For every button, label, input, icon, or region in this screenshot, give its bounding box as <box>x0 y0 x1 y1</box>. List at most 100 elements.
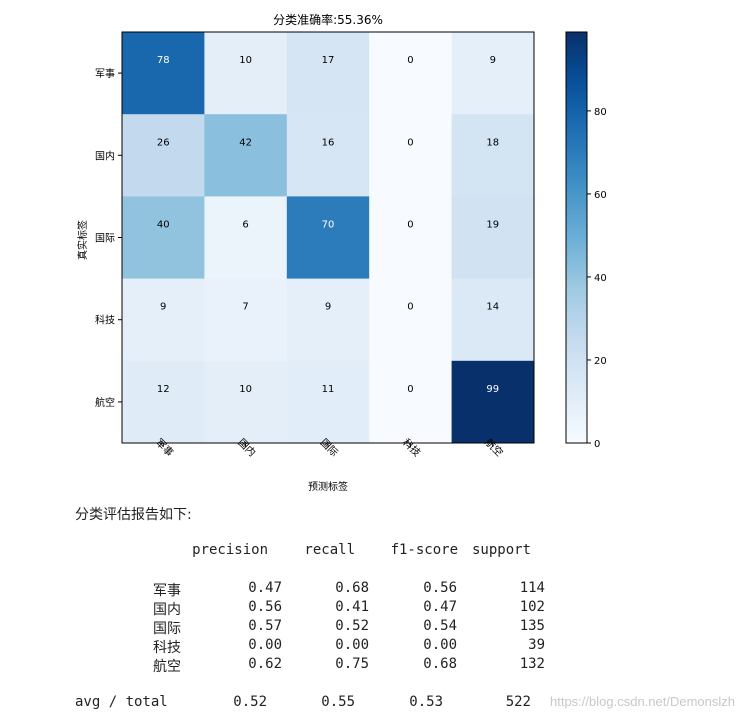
report-support: 114 <box>519 580 545 596</box>
report-recall: 0.00 <box>335 637 369 653</box>
heatmap-cell <box>451 32 535 115</box>
report-support: 132 <box>519 656 545 672</box>
cell-value-label: 9 <box>325 302 331 313</box>
y-axis-label: 真实标签 <box>76 220 89 260</box>
report-support: 135 <box>519 618 545 634</box>
report-recall: 0.41 <box>335 599 369 615</box>
report-precision: 0.57 <box>248 618 282 634</box>
heatmap-cells: 78 10 17 0 9 26 42 16 0 18 40 6 70 0 19 9 7 9 0 14 12 10 11 0 99 <box>122 32 535 444</box>
report-header: f1-score <box>390 542 458 558</box>
cell-value-label: 40 <box>157 220 170 231</box>
report-f1: 0.47 <box>423 599 457 615</box>
report-header: precision <box>192 542 268 558</box>
report-f1: 0.56 <box>423 580 457 596</box>
report-avg-f1: 0.53 <box>409 694 443 710</box>
report-precision: 0.47 <box>248 580 282 596</box>
heatmap-cell <box>122 196 205 280</box>
cell-value-label: 17 <box>322 55 335 66</box>
heatmap-cell <box>369 32 453 115</box>
report-recall: 0.75 <box>335 656 369 672</box>
heatmap-cell <box>204 114 288 197</box>
cell-value-label: 0 <box>407 384 413 395</box>
heatmap-cell <box>286 360 370 444</box>
heatmap-cell <box>451 360 535 444</box>
report-f1: 0.54 <box>423 618 457 634</box>
cell-value-label: 10 <box>239 384 252 395</box>
report-recall: 0.68 <box>335 580 369 596</box>
report-row-label: 国际 <box>153 621 181 637</box>
heatmap-cell <box>204 278 288 362</box>
cell-value-label: 14 <box>486 302 499 313</box>
report-header: support <box>471 542 531 558</box>
heatmap-cell <box>204 196 288 280</box>
report-title: 分类评估报告如下: <box>75 507 192 523</box>
report-precision: 0.62 <box>248 656 282 672</box>
cell-value-label: 0 <box>407 302 413 313</box>
heatmap-cell <box>286 278 370 362</box>
heatmap-cell <box>286 114 370 197</box>
report-recall: 0.52 <box>335 618 369 634</box>
heatmap-cell <box>369 360 453 444</box>
y-tick-label: 军事 <box>95 67 115 80</box>
cell-value-label: 6 <box>242 220 248 231</box>
heatmap-cell <box>369 196 453 280</box>
y-tick-label: 国内 <box>95 149 115 162</box>
cell-value-label: 16 <box>322 137 335 148</box>
report-f1: 0.00 <box>423 637 457 653</box>
report-row-label: 国内 <box>153 602 181 618</box>
cell-value-label: 0 <box>407 55 413 66</box>
cell-value-label: 10 <box>239 55 252 66</box>
heatmap-cell <box>369 278 453 362</box>
heatmap-cell <box>451 278 535 362</box>
watermark: https://blog.csdn.net/Demonslzh <box>550 694 735 709</box>
colorbar-tick-label: 60 <box>594 190 607 201</box>
report-row-label: 科技 <box>153 640 181 656</box>
report-support: 39 <box>528 637 545 653</box>
cell-value-label: 26 <box>157 137 170 148</box>
chart-title: 分类准确率:55.36% <box>273 12 383 27</box>
heatmap-cell <box>286 32 370 115</box>
colorbar-tick-label: 0 <box>594 439 600 450</box>
heatmap-cell <box>122 114 205 197</box>
colorbar <box>565 31 588 444</box>
report-avg-recall: 0.55 <box>321 694 355 710</box>
cell-value-label: 99 <box>486 384 499 395</box>
cell-value-label: 0 <box>407 137 413 148</box>
cell-value-label: 9 <box>490 55 496 66</box>
cell-value-label: 0 <box>407 220 413 231</box>
cell-value-label: 78 <box>157 55 170 66</box>
heatmap-cell <box>204 32 288 115</box>
heatmap-cell <box>286 196 370 280</box>
heatmap-cell <box>122 360 205 444</box>
colorbar-ticks: 0 20 40 60 80 <box>587 107 607 450</box>
heatmap-cell <box>204 360 288 444</box>
report-row-label: 军事 <box>153 583 181 599</box>
report-header: recall <box>304 542 355 558</box>
cell-value-label: 12 <box>157 384 170 395</box>
heatmap-cell <box>369 114 453 197</box>
y-tick-label: 航空 <box>95 396 115 409</box>
cell-value-label: 70 <box>322 220 335 231</box>
report-avg-precision: 0.52 <box>233 694 267 710</box>
report-avg-support: 522 <box>505 694 531 710</box>
cell-value-label: 11 <box>322 384 335 395</box>
report-avg-label: avg / total <box>75 694 168 710</box>
colorbar-tick-label: 40 <box>594 273 607 284</box>
report-row-label: 航空 <box>153 659 181 675</box>
colorbar-tick-label: 80 <box>594 107 607 118</box>
report-f1: 0.68 <box>423 656 457 672</box>
cell-value-label: 18 <box>486 137 499 148</box>
cell-value-label: 19 <box>486 220 499 231</box>
y-tick-label: 国际 <box>95 233 115 245</box>
report-support: 102 <box>519 599 545 615</box>
heatmap-cell <box>451 114 535 197</box>
cell-value-label: 9 <box>160 302 166 313</box>
y-tick-label: 科技 <box>95 314 115 327</box>
x-axis-label: 预测标签 <box>308 480 348 493</box>
report-precision: 0.56 <box>248 599 282 615</box>
cell-value-label: 42 <box>239 137 252 148</box>
heatmap-cell <box>122 32 205 115</box>
heatmap-cell <box>451 196 535 280</box>
